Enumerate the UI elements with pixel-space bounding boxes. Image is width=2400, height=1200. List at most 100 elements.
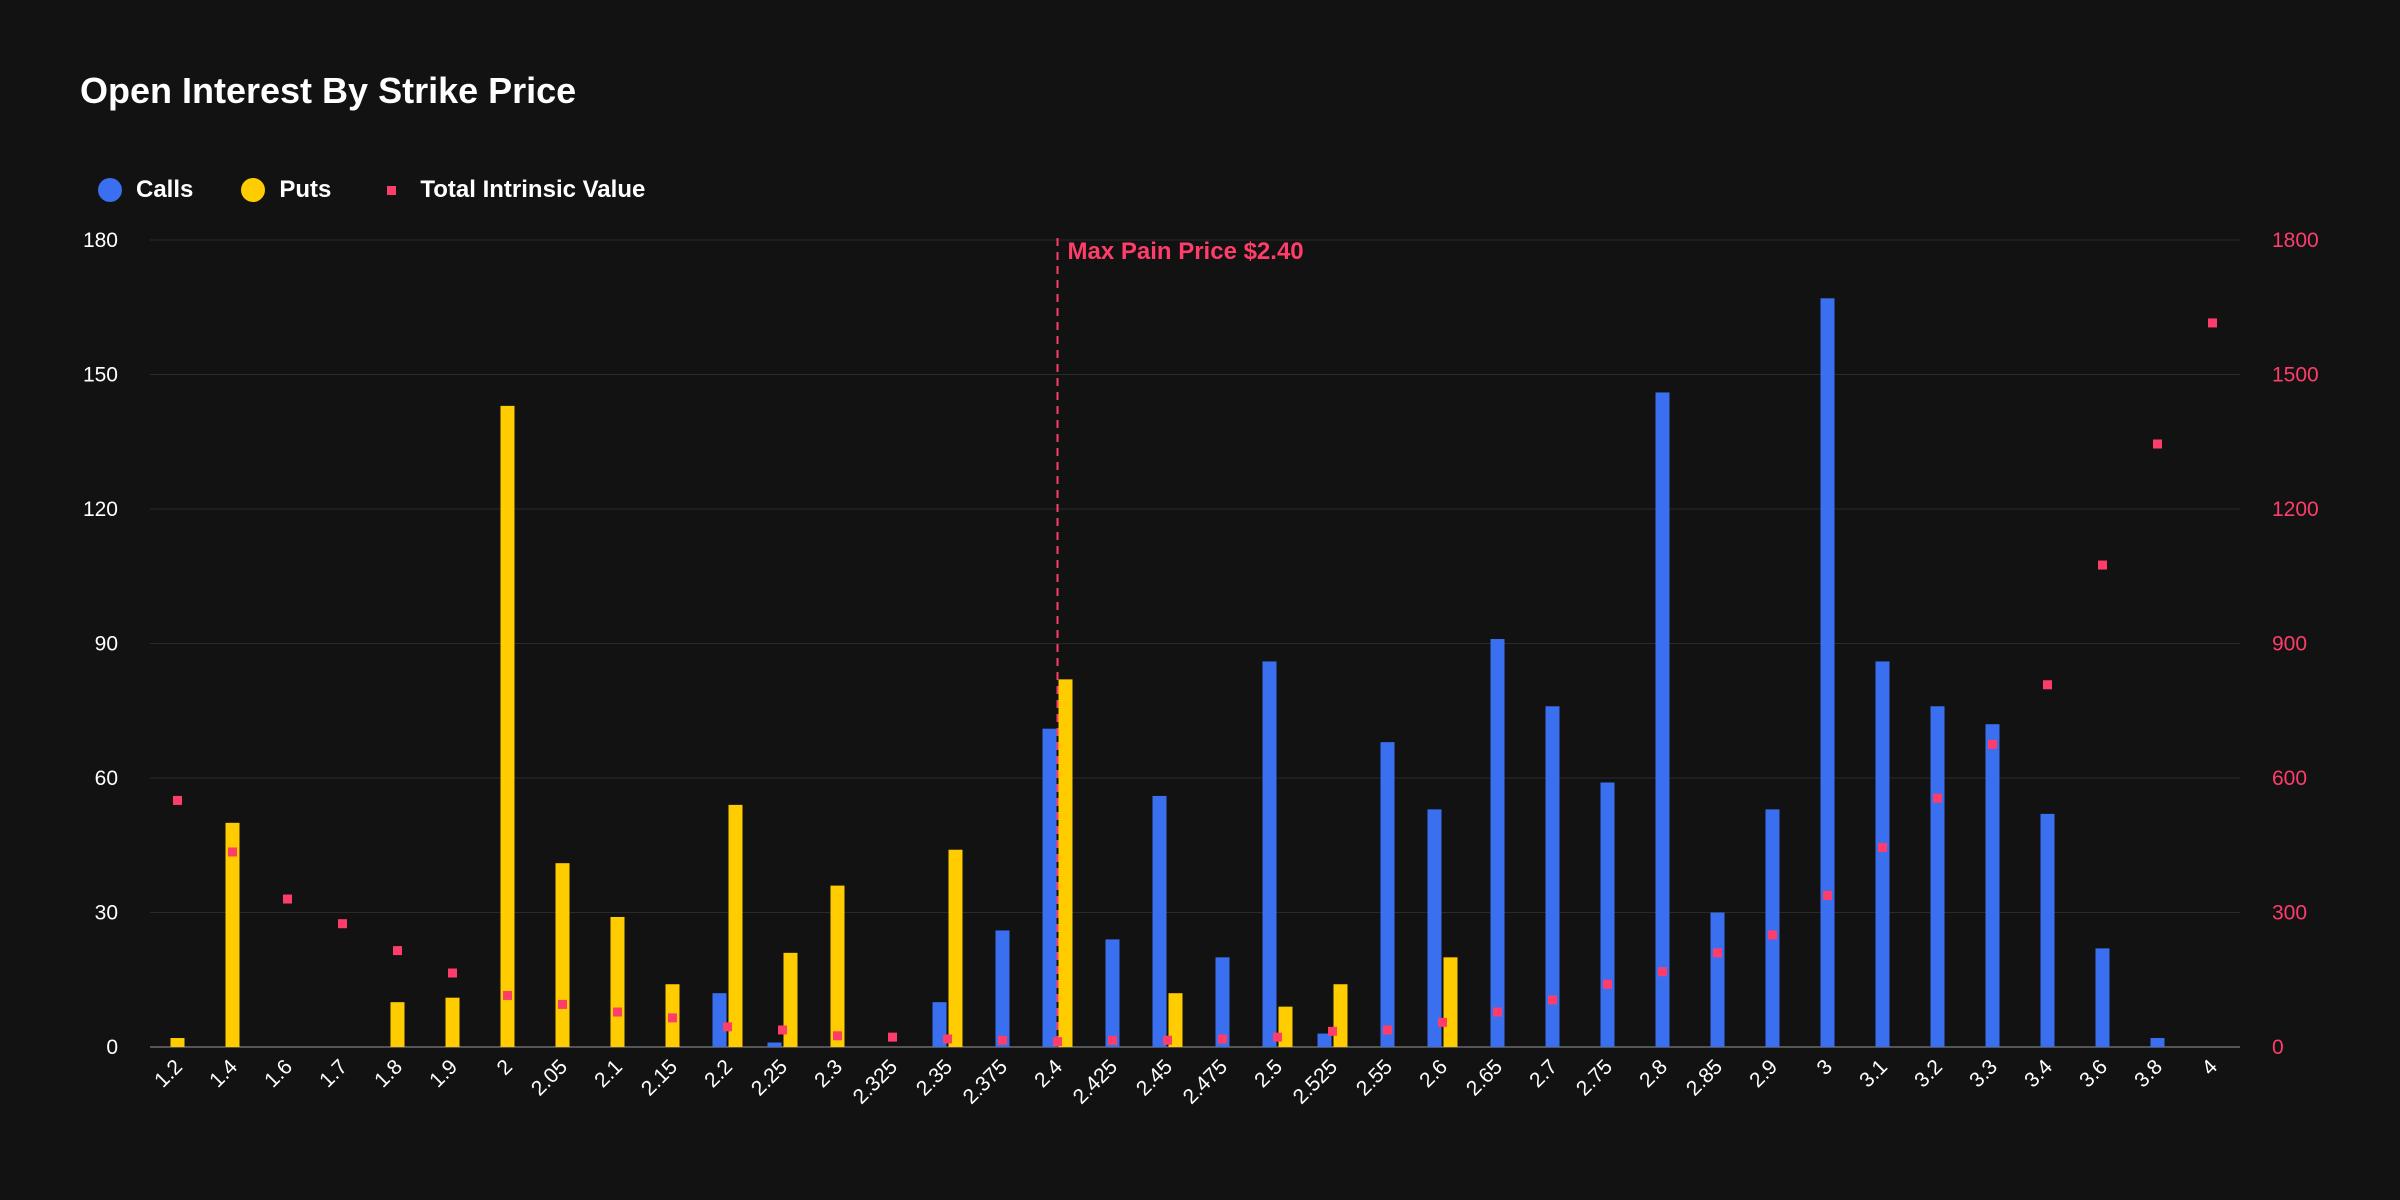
point-intrinsic-value (1658, 967, 1667, 977)
bar-calls (1545, 706, 1560, 1047)
y-right-tick-label: 600 (2272, 767, 2307, 790)
point-intrinsic-value (1383, 1025, 1392, 1035)
point-intrinsic-value (1878, 842, 1887, 852)
x-tick-label: 2.35 (912, 1055, 957, 1100)
x-tick-label: 3.8 (2130, 1055, 2167, 1092)
point-intrinsic-value (1493, 1007, 1502, 1017)
legend-marker-intrinsic (387, 185, 397, 195)
point-intrinsic-value (723, 1022, 732, 1032)
point-intrinsic-value (613, 1007, 622, 1017)
bar-calls (1930, 706, 1945, 1047)
y-left-tick-label: 90 (95, 633, 118, 656)
point-intrinsic-value (283, 894, 292, 904)
scatter-series (173, 318, 2217, 1047)
x-axis: 1.2 1.4 1.6 1.7 1.8 1.9 2 2.05 2.1 2.15 2.2 2.25 2.3… (150, 1055, 2222, 1109)
y-right-tick-label: 300 (2272, 902, 2307, 925)
max-pain-annotation: Max Pain Price $2.40 (1056, 238, 1304, 1047)
x-tick-label: 1.2 (150, 1055, 187, 1092)
x-tick-label: 2.425 (1069, 1055, 1122, 1108)
x-tick-label: 3.6 (2075, 1055, 2112, 1092)
bar-puts (390, 1002, 405, 1047)
x-tick-label: 2.45 (1132, 1055, 1177, 1100)
bar-puts (445, 997, 460, 1047)
point-intrinsic-value (1713, 948, 1722, 958)
point-intrinsic-value (1273, 1032, 1282, 1042)
point-intrinsic-value (173, 795, 182, 805)
x-tick-label: 2.05 (527, 1055, 572, 1100)
y-axis-left: 0 30 60 90 120 150 180 (83, 229, 118, 1059)
bar-puts (1443, 957, 1458, 1047)
y-right-tick-label: 1500 (2272, 364, 2319, 387)
x-tick-label: 2 (493, 1055, 518, 1080)
legend-item-puts[interactable]: Puts (241, 176, 331, 204)
bar-puts (170, 1038, 185, 1047)
legend-item-intrinsic[interactable]: Total Intrinsic Value (379, 176, 645, 204)
x-tick-label: 2.7 (1525, 1055, 1562, 1092)
chart-title: Open Interest By Strike Price (80, 70, 577, 111)
bar-puts (728, 804, 743, 1047)
legend-marker-puts (241, 178, 266, 202)
bar-puts (555, 863, 570, 1047)
bar-puts (225, 822, 240, 1047)
point-intrinsic-value (833, 1031, 842, 1041)
point-intrinsic-value (668, 1013, 677, 1023)
point-intrinsic-value (393, 946, 402, 956)
y-right-tick-label: 0 (2272, 1036, 2284, 1059)
point-intrinsic-value (1768, 930, 1777, 940)
bar-calls (1105, 939, 1120, 1047)
x-tick-label: 2.2 (700, 1055, 737, 1092)
bar-calls (1985, 724, 2000, 1047)
legend: Calls Puts Total Intrinsic Value (98, 176, 693, 204)
legend-label-calls: Calls (136, 176, 194, 203)
legend-item-calls[interactable]: Calls (98, 176, 193, 204)
point-intrinsic-value (1108, 1035, 1117, 1045)
x-tick-label: 3.4 (2020, 1055, 2057, 1092)
point-intrinsic-value (778, 1025, 787, 1035)
point-intrinsic-value (1328, 1026, 1337, 1036)
x-tick-label: 2.5 (1250, 1055, 1287, 1092)
bar-calls (1765, 809, 1780, 1047)
bar-calls (1710, 912, 1725, 1047)
x-tick-label: 2.3 (810, 1055, 847, 1092)
x-tick-label: 4 (2198, 1055, 2223, 1080)
x-tick-label: 2.9 (1745, 1055, 1782, 1092)
bar-calls (1215, 957, 1230, 1047)
x-tick-label: 2.375 (959, 1055, 1012, 1108)
bar-puts (948, 849, 963, 1047)
x-tick-label: 2.75 (1572, 1055, 1617, 1100)
x-tick-label: 2.55 (1352, 1055, 1397, 1100)
point-intrinsic-value (2043, 680, 2052, 690)
bar-calls (767, 1042, 782, 1047)
grid-lines (150, 239, 2240, 1048)
legend-marker-calls (98, 178, 122, 202)
point-intrinsic-value (2153, 439, 2162, 449)
point-intrinsic-value (1988, 739, 1997, 749)
x-tick-label: 1.8 (370, 1055, 407, 1092)
max-pain-label: Max Pain Price $2.40 (1068, 238, 1304, 265)
bar-calls (1427, 809, 1442, 1047)
point-intrinsic-value (1548, 995, 1557, 1005)
x-tick-label: 3.1 (1855, 1055, 1892, 1092)
y-left-tick-label: 60 (95, 767, 118, 790)
point-intrinsic-value (998, 1035, 1007, 1045)
bar-calls (1820, 298, 1835, 1047)
bar-calls (712, 993, 727, 1047)
x-tick-label: 2.475 (1179, 1055, 1232, 1108)
point-intrinsic-value (2098, 560, 2107, 570)
y-right-tick-label: 1800 (2272, 229, 2319, 252)
y-right-tick-label: 900 (2272, 633, 2307, 656)
point-intrinsic-value (1218, 1034, 1227, 1044)
point-intrinsic-value (888, 1032, 897, 1042)
bar-calls (1655, 392, 1670, 1047)
x-tick-label: 3.2 (1910, 1055, 1947, 1092)
x-tick-label: 1.6 (260, 1055, 297, 1092)
y-left-tick-label: 0 (106, 1036, 118, 1059)
bar-calls (1152, 795, 1167, 1047)
point-intrinsic-value (228, 847, 237, 857)
bar-calls (2040, 813, 2055, 1047)
x-tick-label: 2.85 (1682, 1055, 1727, 1100)
y-left-tick-label: 30 (95, 902, 118, 925)
point-intrinsic-value (1603, 979, 1612, 989)
point-intrinsic-value (448, 968, 457, 978)
